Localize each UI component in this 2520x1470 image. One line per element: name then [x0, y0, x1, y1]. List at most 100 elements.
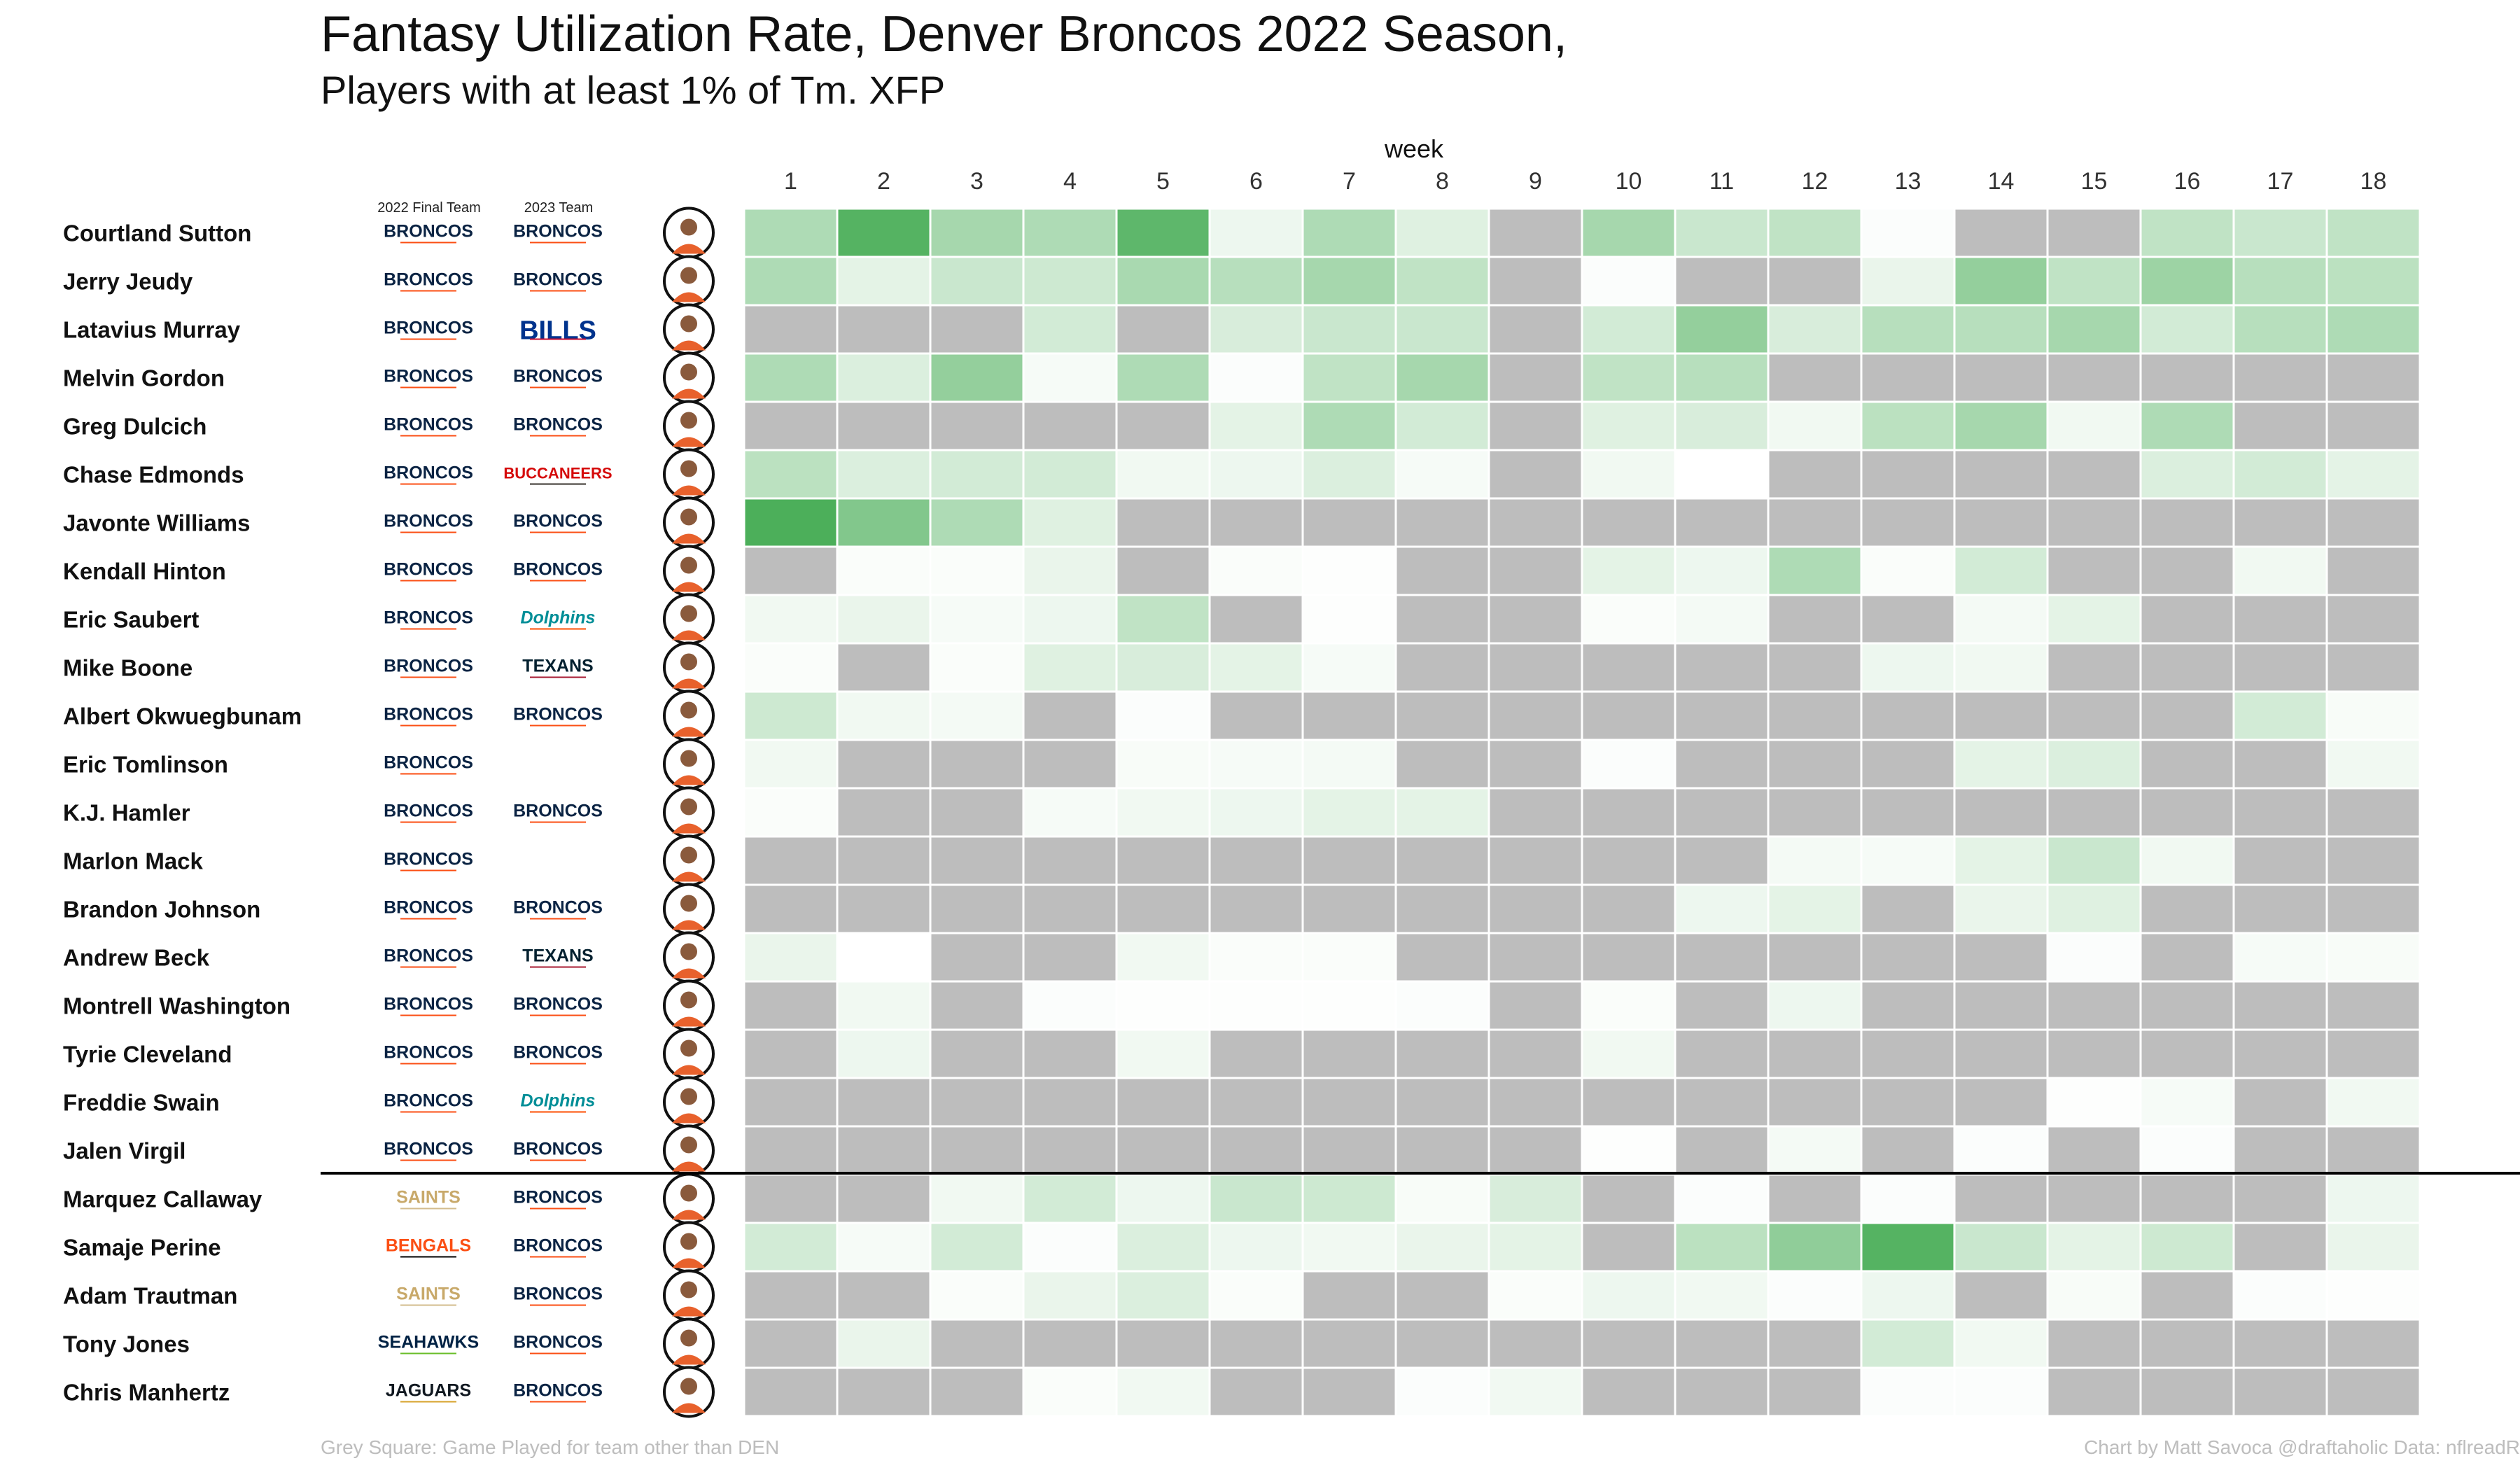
- heatmap-cell: [743, 497, 839, 548]
- heatmap-cell: [1394, 642, 1490, 693]
- heatmap-cell: [1115, 304, 1211, 355]
- heatmap-cell: [1767, 1318, 1863, 1369]
- heatmap-cell: [1581, 1125, 1676, 1176]
- heatmap-cell: [1488, 207, 1583, 258]
- player-name: Montrell Washington: [63, 993, 290, 1019]
- next-team-logo: Dolphins: [521, 1091, 596, 1111]
- heatmap-cell: [1208, 497, 1304, 548]
- heatmap-cell: [1115, 400, 1211, 451]
- heatmap-cell: [2325, 980, 2421, 1031]
- heatmap-cell: [743, 1028, 839, 1079]
- final-team-logo: BRONCOS: [384, 1043, 473, 1063]
- heatmap-cell: [2232, 1366, 2328, 1418]
- heatmap-cell: [1860, 1270, 1956, 1321]
- heatmap-cell: [743, 352, 839, 403]
- heatmap-cell: [1022, 497, 1118, 548]
- heatmap-cell: [1581, 400, 1676, 451]
- heatmap-cell: [1488, 449, 1583, 500]
- final-team-logo: BRONCOS: [384, 222, 473, 241]
- heatmap-cell: [1767, 1077, 1863, 1128]
- heatmap-cell: [1115, 980, 1211, 1031]
- player-headshot-jersey: [672, 340, 706, 351]
- heatmap-cell: [743, 400, 839, 451]
- heatmap-cell: [836, 352, 932, 403]
- player-name: Samaje Perine: [63, 1235, 221, 1261]
- next-team-logo: BRONCOS: [513, 1333, 603, 1352]
- heatmap-cell: [1581, 1173, 1676, 1224]
- heatmap-cell: [1301, 497, 1397, 548]
- heatmap-cell: [1115, 1125, 1211, 1176]
- next-team-logo: BRONCOS: [513, 512, 603, 531]
- heatmap-cell: [1581, 1077, 1676, 1128]
- heatmap-cell: [1208, 883, 1304, 934]
- player-name: Mike Boone: [63, 655, 192, 681]
- next-team-logo: BRONCOS: [513, 1381, 603, 1401]
- heatmap-cell: [1674, 255, 1770, 307]
- player-name: Adam Trautman: [63, 1283, 237, 1309]
- final-team-column-header: 2022 Final Team: [377, 200, 481, 216]
- heatmap-cell: [836, 835, 932, 886]
- heatmap-cell: [1115, 787, 1211, 838]
- heatmap-cell: [836, 497, 932, 548]
- heatmap-cell: [929, 1366, 1025, 1418]
- heatmap-cell: [929, 932, 1025, 983]
- heatmap-cell: [2046, 207, 2142, 258]
- heatmap-cell: [1860, 1173, 1956, 1224]
- heatmap-cell: [2139, 1366, 2235, 1418]
- player-name: Kendall Hinton: [63, 559, 226, 584]
- heatmap-cell: [2232, 980, 2328, 1031]
- player-headshot-jersey: [672, 582, 706, 592]
- heatmap-cell: [1394, 883, 1490, 934]
- heatmap-cell: [1953, 1077, 2049, 1128]
- heatmap-cell: [1674, 1270, 1770, 1321]
- heatmap-cell: [929, 352, 1025, 403]
- final-team-logo: BRONCOS: [384, 705, 473, 724]
- heatmap-cell: [1488, 642, 1583, 693]
- heatmap-cell: [2232, 255, 2328, 307]
- heatmap-cell: [1208, 642, 1304, 693]
- heatmap-cell: [1208, 352, 1304, 403]
- heatmap-cell: [836, 1366, 932, 1418]
- final-team-logo: BRONCOS: [384, 753, 473, 773]
- heatmap-cell: [1022, 1028, 1118, 1079]
- heatmap-cell: [1394, 835, 1490, 886]
- heatmap-cell: [1674, 1077, 1770, 1128]
- heatmap-cell: [1860, 738, 1956, 790]
- player-headshot-jersey: [672, 292, 706, 302]
- heatmap-cell: [1208, 1125, 1304, 1176]
- heatmap-cell: [1488, 400, 1583, 451]
- heatmap-cell: [1581, 642, 1676, 693]
- heatmap-cell: [1301, 545, 1397, 596]
- heatmap-cell: [1488, 1173, 1583, 1224]
- heatmap-cell: [1953, 255, 2049, 307]
- heatmap-cell: [836, 304, 932, 355]
- heatmap-cell: [1767, 207, 1863, 258]
- heatmap-cell: [836, 594, 932, 645]
- heatmap-cell: [929, 1125, 1025, 1176]
- week-tick-label: 12: [1802, 168, 1828, 195]
- heatmap-cell: [1767, 400, 1863, 451]
- heatmap-cell: [1115, 1318, 1211, 1369]
- heatmap-cell: [1767, 980, 1863, 1031]
- next-team-logo: BRONCOS: [513, 705, 603, 724]
- heatmap-cell: [743, 255, 839, 307]
- final-team-logo: BRONCOS: [384, 608, 473, 628]
- heatmap-cell: [1488, 1318, 1583, 1369]
- heatmap-cell: [1860, 594, 1956, 645]
- heatmap-cell: [1022, 255, 1118, 307]
- heatmap-cell: [743, 642, 839, 693]
- heatmap-cell: [1115, 1270, 1211, 1321]
- heatmap-cell: [1488, 352, 1583, 403]
- heatmap-cell: [1674, 787, 1770, 838]
- heatmap-cell: [1674, 1125, 1770, 1176]
- heatmap-cell: [929, 207, 1025, 258]
- heatmap-cell: [2325, 1270, 2421, 1321]
- final-team-logo: BRONCOS: [384, 367, 473, 386]
- week-tick-label: 15: [2081, 168, 2108, 195]
- heatmap-cell: [1301, 980, 1397, 1031]
- heatmap-cell: [2325, 1077, 2421, 1128]
- heatmap-cell: [836, 1077, 932, 1128]
- heatmap-cell: [1208, 1173, 1304, 1224]
- heatmap-cell: [1208, 690, 1304, 741]
- heatmap-cell: [743, 304, 839, 355]
